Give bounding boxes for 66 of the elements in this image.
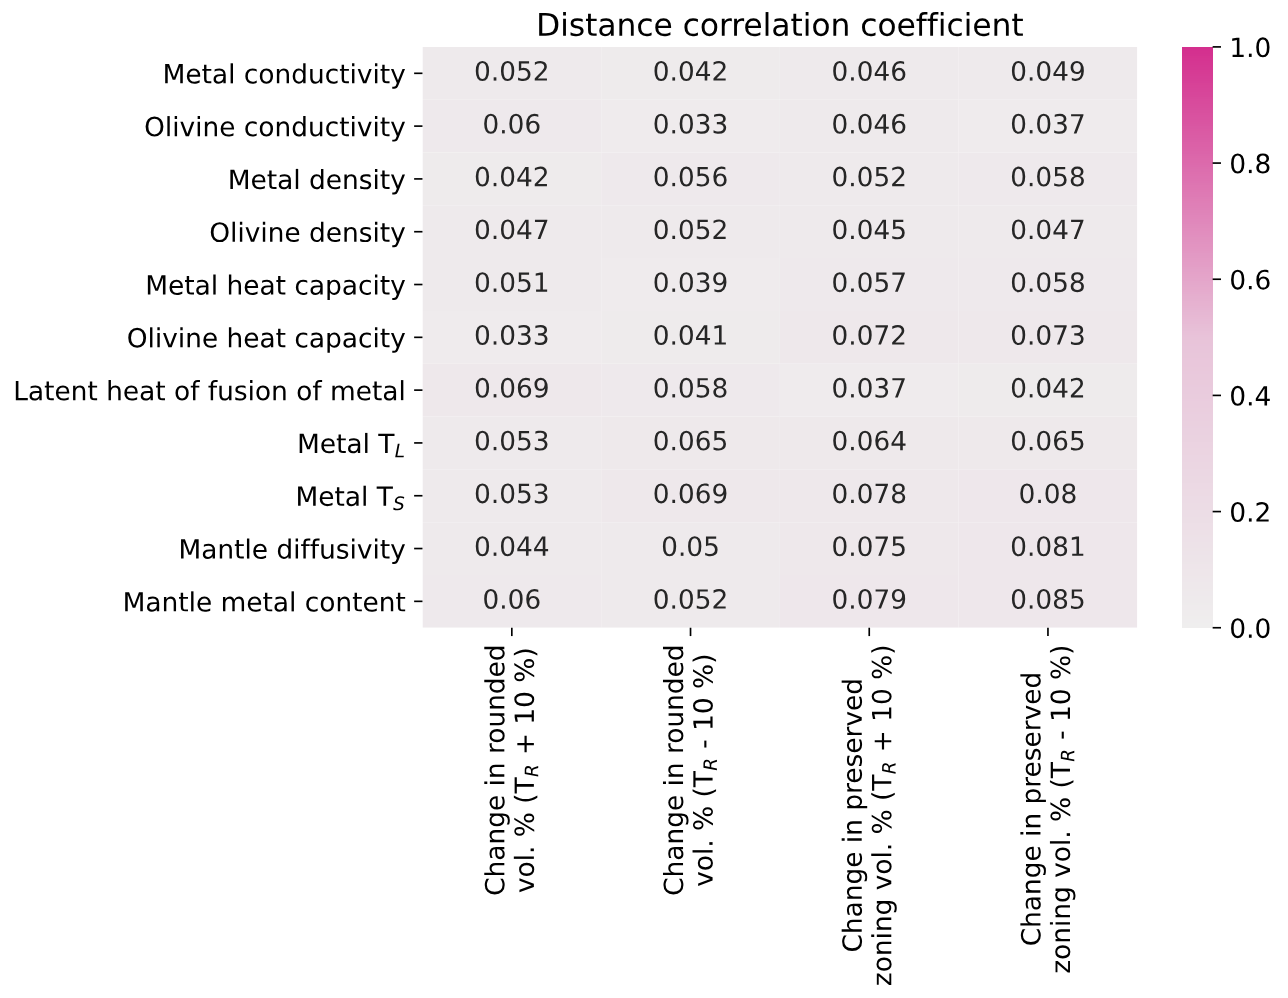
y-tick-label: Metal conductivity <box>165 63 406 89</box>
data-label: 0.053 <box>475 430 548 451</box>
y-tick-label: Metal T$_{L}$ <box>299 432 404 458</box>
color-bar-label: 0.4 <box>1231 385 1270 406</box>
x-tick-label: Change in rounded vol. % (T$_{R}$ + 10 %) <box>484 646 539 895</box>
data-label: 0.049 <box>1011 61 1084 81</box>
y-tick-label: Metal density <box>230 168 406 195</box>
data-label: 0.073 <box>1011 325 1084 345</box>
color-bar-label: 1.0 <box>1232 37 1270 58</box>
color-bar-label: 0.8 <box>1231 153 1270 174</box>
data-label: 0.052 <box>475 61 547 81</box>
data-label: 0.042 <box>1011 377 1084 398</box>
data-label: 0.044 <box>475 536 549 557</box>
data-label: 0.052 <box>654 219 726 240</box>
data-label: 0.046 <box>833 113 906 134</box>
data-label: 0.056 <box>654 166 727 187</box>
color-bar-label: 0.0 <box>1231 618 1270 639</box>
data-label: 0.058 <box>1011 166 1084 187</box>
data-label: 0.06 <box>484 113 540 134</box>
data-label: 0.08 <box>1020 483 1076 504</box>
data-label: 0.065 <box>654 430 726 451</box>
data-label: 0.052 <box>654 589 726 609</box>
x-tick-label: Change in preserved zoning vol. % (T$_{R}$ + 10 %) <box>841 646 897 986</box>
data-label: 0.085 <box>1011 589 1084 609</box>
x-tick-label: Change in preserved zoning vol. % (T$_{R}$ - 10 %) <box>1020 646 1076 973</box>
data-label: 0.033 <box>475 325 548 345</box>
data-label: 0.051 <box>475 272 548 293</box>
data-label: 0.078 <box>833 483 906 504</box>
data-label: 0.065 <box>1011 430 1084 451</box>
data-label: 0.047 <box>475 219 548 240</box>
y-tick-label: Mantle metal content <box>125 591 406 612</box>
data-label: 0.037 <box>833 377 905 398</box>
data-label: 0.053 <box>475 483 548 504</box>
data-label: 0.072 <box>833 325 905 345</box>
data-label: 0.075 <box>833 536 905 557</box>
data-label: 0.069 <box>475 377 548 398</box>
data-label: 0.05 <box>662 536 718 557</box>
data-label: 0.081 <box>1011 536 1084 557</box>
y-tick-label: Latent heat of fusion of metal <box>15 380 404 401</box>
y-tick-label: Olivine conductivity <box>145 116 406 142</box>
color-bar-label: 0.6 <box>1231 269 1270 290</box>
data-label: 0.058 <box>1011 272 1084 293</box>
data-label: 0.047 <box>1011 219 1084 240</box>
y-tick-label: Metal heat capacity <box>147 274 406 301</box>
y-tick-label: Olivine density <box>210 221 406 248</box>
data-label: 0.042 <box>475 166 547 187</box>
data-label: 0.079 <box>833 589 906 609</box>
data-label: 0.039 <box>654 272 727 293</box>
data-label: 0.057 <box>833 272 905 293</box>
data-label: 0.042 <box>654 61 726 81</box>
data-label: 0.041 <box>654 325 726 345</box>
data-label: 0.06 <box>484 589 540 609</box>
data-label: 0.045 <box>833 219 905 240</box>
data-label: 0.037 <box>1011 113 1084 134</box>
data-label: 0.046 <box>833 61 906 81</box>
data-label: 0.064 <box>833 430 906 451</box>
color-bar-label: 0.2 <box>1231 502 1269 522</box>
chart-title: Distance correlation coefficient <box>539 12 1023 37</box>
data-label: 0.058 <box>654 377 727 398</box>
data-label: 0.052 <box>833 166 905 187</box>
data-label: 0.069 <box>654 483 727 504</box>
data-label: 0.033 <box>654 113 727 134</box>
x-tick-label: Change in rounded vol. % (T$_{R}$ - 10 %) <box>662 646 717 895</box>
y-tick-label: Olivine heat capacity <box>128 327 406 353</box>
y-tick-label: Mantle diffusivity <box>181 538 406 565</box>
y-tick-label: Metal T$_{S}$ <box>298 485 405 511</box>
